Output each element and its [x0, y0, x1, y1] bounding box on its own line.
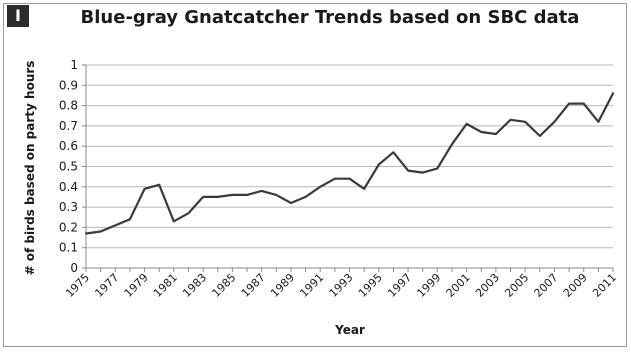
y-axis-label: # of birds based on party hours [23, 61, 37, 276]
x-axis-label: Year [334, 323, 365, 337]
chart-frame [3, 3, 627, 347]
y-axis-ticks: 0 0.1 0.2 0.3 0.4 0.5 0.6 0.7 0.8 0.9 1 [59, 58, 86, 275]
y-tick-label: 1 [70, 58, 78, 72]
y-tick-label: 0.9 [59, 78, 78, 92]
x-tick-label: 1991 [297, 271, 326, 300]
x-tick-label: 1981 [151, 271, 180, 300]
x-tick-label: 2001 [444, 271, 473, 300]
y-tick-label: 0.2 [59, 220, 78, 234]
chart-title: Blue-gray Gnatcatcher Trends based on SB… [80, 7, 580, 28]
panel-label: I [7, 5, 29, 27]
x-tick-label: 1989 [268, 271, 297, 300]
x-tick-label: 1987 [239, 271, 268, 300]
y-tick-label: 0.3 [59, 200, 78, 214]
y-tick-label: 0.6 [59, 139, 78, 153]
y-tick-label: 0 [70, 261, 78, 275]
x-tick-label: 1979 [122, 271, 151, 300]
x-tick-label: 1985 [210, 271, 239, 300]
x-tick-label: 2005 [502, 271, 531, 300]
x-tick-label: 2011 [590, 271, 619, 300]
x-tick-label: 1975 [63, 271, 92, 300]
x-tick-label: 2003 [473, 271, 502, 300]
series [84, 92, 615, 235]
y-tick-label: 0.8 [59, 99, 78, 113]
x-tick-label: 1993 [327, 271, 356, 300]
x-tick-label: 1995 [356, 271, 385, 300]
x-tick-label: 2009 [561, 271, 590, 300]
series-line [84, 92, 615, 235]
gridlines [86, 64, 613, 249]
x-axis-ticks: 1975 1977 1979 1981 1983 1985 1987 1989 1991 1993… [63, 268, 619, 300]
y-tick-label: 0.5 [59, 160, 78, 174]
x-tick-label: 1997 [385, 271, 414, 300]
x-tick-label: 1999 [414, 271, 443, 300]
x-tick-label: 1983 [180, 271, 209, 300]
y-tick-label: 0.7 [59, 119, 78, 133]
y-tick-label: 0.4 [59, 180, 78, 194]
x-tick-label: 2007 [532, 271, 561, 300]
y-tick-label: 0.1 [59, 241, 78, 255]
x-tick-label: 1977 [92, 271, 121, 300]
